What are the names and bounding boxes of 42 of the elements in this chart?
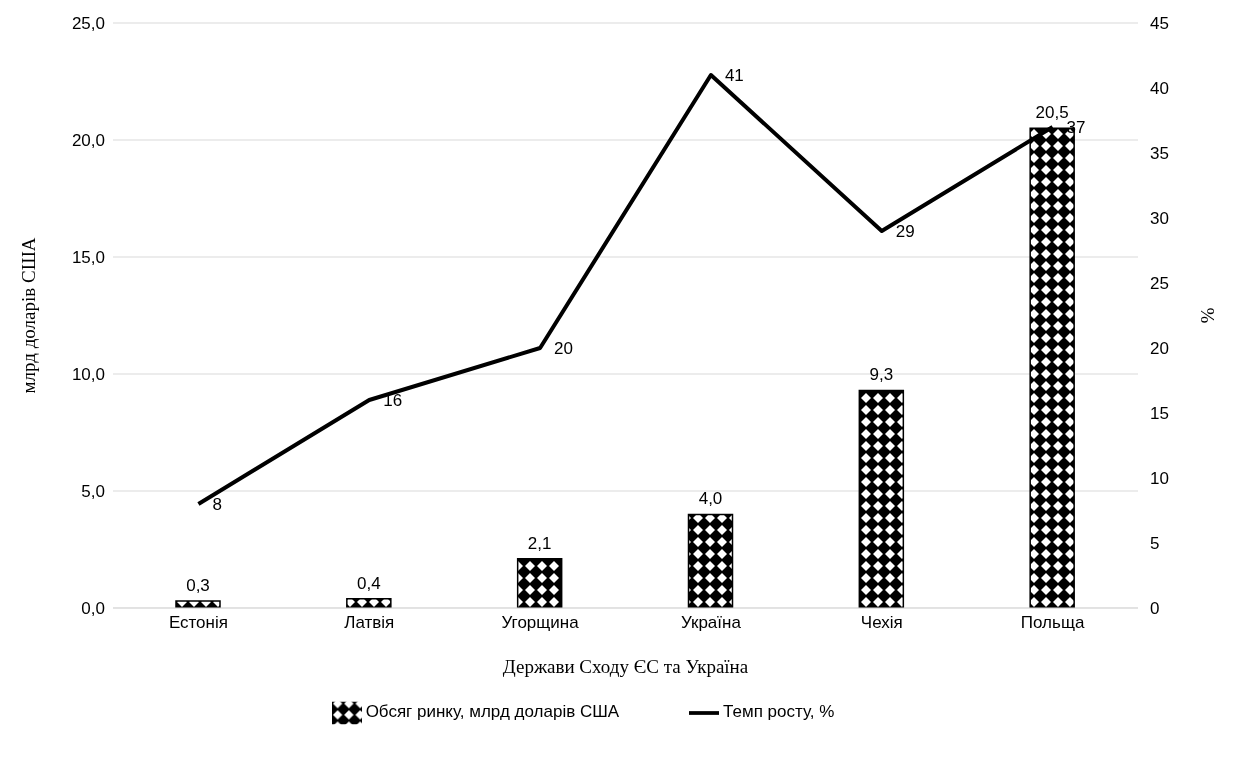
y2-tick-label: 5 (1150, 534, 1160, 553)
x-tick-label: Чехія (860, 613, 903, 633)
bar (516, 558, 563, 608)
data-label: 20 (554, 339, 574, 358)
x-axis-title: Держави Сходу ЄС та Україна (502, 656, 749, 677)
x-tick-label: Україна (680, 613, 742, 633)
y-tick-label: 0,0 (81, 599, 105, 619)
x-tick-label: Польща (1020, 613, 1085, 633)
bar (858, 389, 905, 608)
y2-tick-label: 25 (1150, 274, 1169, 293)
data-label: 0,4 (357, 573, 381, 593)
x-tick-label: Естонія (168, 613, 228, 633)
data-label: 4,0 (698, 489, 723, 509)
y2-tick-label: 0 (1150, 599, 1160, 618)
bar (175, 600, 221, 608)
data-label: 2,1 (527, 533, 552, 553)
y2-axis-title: % (1197, 307, 1219, 324)
legend-label: Обсяг ринку, млрд доларів США (365, 702, 620, 722)
y-axis-title: млрд доларів США (17, 237, 39, 394)
y2-tick-label: 45 (1150, 14, 1169, 33)
bar (346, 597, 392, 608)
bar (687, 513, 734, 608)
x-tick-label: Латвія (344, 613, 395, 633)
data-label: 29 (895, 222, 915, 241)
y2-tick-label: 20 (1150, 339, 1169, 358)
data-label: 8 (212, 495, 222, 514)
y2-tick-label: 30 (1150, 209, 1169, 228)
y2-tick-label: 40 (1150, 79, 1169, 98)
y-tick-label: 25,0 (71, 14, 105, 34)
y-tick-label: 15,0 (71, 248, 105, 268)
y2-tick-label: 10 (1150, 469, 1169, 488)
y-tick-label: 5,0 (81, 482, 105, 502)
data-label: 20,5 (1035, 103, 1069, 123)
y2-tick-label: 15 (1150, 404, 1169, 423)
y-tick-label: 10,0 (71, 365, 105, 385)
x-tick-label: Угорщина (501, 613, 580, 633)
y-tick-label: 20,0 (71, 131, 105, 151)
data-label: 41 (724, 66, 744, 85)
data-label: 0,3 (186, 575, 210, 595)
legend-label: Темп росту, % (723, 702, 835, 722)
y2-tick-label: 35 (1150, 144, 1169, 163)
data-label: 9,3 (869, 365, 894, 385)
